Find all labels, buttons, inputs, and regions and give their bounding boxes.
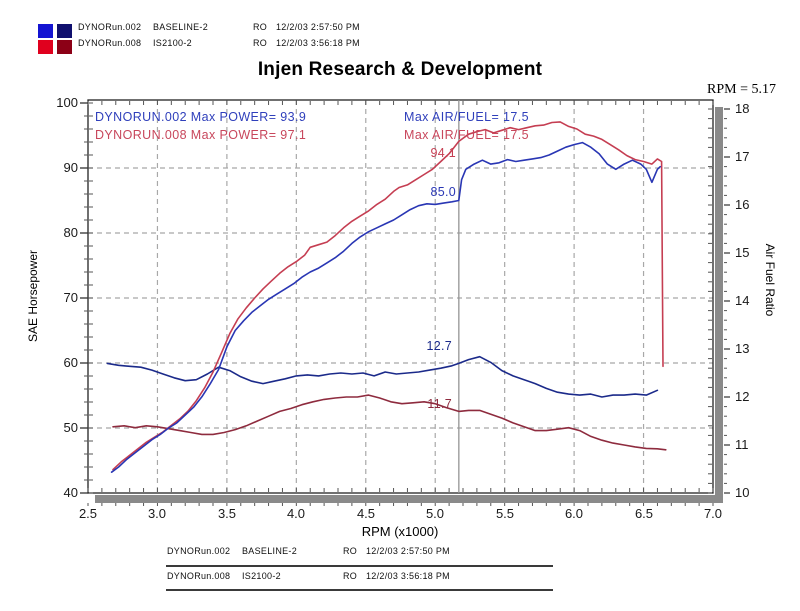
cursor-value-afr_002: 12.7 — [426, 339, 452, 353]
x-axis-tick-label: 5.5 — [495, 506, 515, 521]
header-run-timestamp: 12/2/03 2:57:50 PM — [276, 22, 360, 32]
left-axis-tick-label: 80 — [63, 225, 78, 240]
left-axis-title: SAE Horsepower — [26, 249, 40, 343]
curve-afr_008 — [112, 394, 667, 451]
header-run-config: BASELINE-2 — [153, 22, 209, 32]
cursor-value-power_002: 85.0 — [430, 185, 456, 199]
plot-shadow-bottom — [95, 495, 723, 503]
footer-run-file: DYNORun.008 — [167, 571, 231, 581]
header-run-file: DYNORun.008 — [78, 38, 142, 48]
x-axis-tick-label: 2.5 — [78, 506, 98, 521]
legend-run-maxpower: DYNORUN.008 Max POWER= 97.1 — [95, 128, 307, 142]
run-swatch-0 — [38, 24, 53, 38]
run-swatch-1 — [57, 24, 72, 38]
right-axis-tick-label: 16 — [735, 197, 750, 212]
x-axis-tick-label: 3.5 — [217, 506, 237, 521]
right-axis-tick-label: 12 — [735, 389, 750, 404]
left-axis-tick-label: 40 — [63, 485, 78, 500]
right-axis-tick-label: 11 — [735, 437, 749, 452]
left-axis-tick-label: 90 — [63, 160, 78, 175]
footer-run-timestamp: 12/2/03 3:56:18 PM — [366, 571, 450, 581]
x-axis-tick-label: 7.0 — [703, 506, 723, 521]
legend-run-maxairfuel: Max AIR/FUEL= 17.5 — [404, 128, 529, 142]
legend-run-maxairfuel: Max AIR/FUEL= 17.5 — [404, 110, 529, 124]
curve-afr_002 — [106, 355, 659, 398]
x-axis-tick-label: 3.0 — [147, 506, 167, 521]
footer-divider — [166, 565, 553, 567]
header-run-timestamp: 12/2/03 3:56:18 PM — [276, 38, 360, 48]
right-axis-tick-label: 15 — [735, 245, 750, 260]
page-title: Injen Research & Development — [257, 59, 543, 80]
right-axis-tick-label: 13 — [735, 341, 750, 356]
left-axis-tick-label: 50 — [63, 420, 78, 435]
right-axis-tick-label: 14 — [735, 293, 750, 308]
x-axis-tick-label: 4.0 — [286, 506, 306, 521]
right-axis-title: Air Fuel Ratio — [763, 243, 777, 317]
header-run-file: DYNORun.002 — [78, 22, 142, 32]
left-axis-tick-label: 60 — [63, 355, 78, 370]
x-axis-tick-label: 4.5 — [356, 506, 376, 521]
curve-power_008 — [112, 121, 664, 471]
header-run-ro: RO — [253, 38, 268, 48]
footer-run-timestamp: 12/2/03 2:57:50 PM — [366, 546, 450, 556]
right-axis-tick-label: 18 — [735, 101, 750, 116]
plot-shadow-right — [715, 107, 723, 503]
run-swatch-2 — [38, 40, 53, 54]
curve-power_002 — [110, 141, 662, 474]
x-axis-tick-label: 5.0 — [425, 506, 445, 521]
footer-divider — [166, 589, 553, 591]
x-axis-title: RPM (x1000) — [361, 524, 439, 539]
header-run-config: IS2100-2 — [153, 38, 192, 48]
run-swatch-3 — [57, 40, 72, 54]
right-axis-tick-label: 10 — [735, 485, 750, 500]
left-axis-tick-label: 100 — [56, 95, 78, 110]
footer-run-config: BASELINE-2 — [242, 546, 298, 556]
rpm-cursor-readout: RPM = 5.17 — [707, 82, 776, 97]
footer-run-ro: RO — [343, 546, 358, 556]
legend-run-maxpower: DYNORUN.002 Max POWER= 93.9 — [95, 110, 307, 124]
cursor-value-power_008: 94.1 — [430, 146, 456, 160]
footer-run-config: IS2100-2 — [242, 571, 281, 581]
cursor-value-afr_008: 11.7 — [427, 397, 452, 411]
plot-border — [87, 99, 714, 494]
right-axis-tick-label: 17 — [735, 149, 750, 164]
footer-run-ro: RO — [343, 571, 358, 581]
left-axis-tick-label: 70 — [63, 290, 78, 305]
footer-run-file: DYNORun.002 — [167, 546, 231, 556]
x-axis-tick-label: 6.0 — [564, 506, 584, 521]
x-axis-tick-label: 6.5 — [634, 506, 654, 521]
header-run-ro: RO — [253, 22, 268, 32]
